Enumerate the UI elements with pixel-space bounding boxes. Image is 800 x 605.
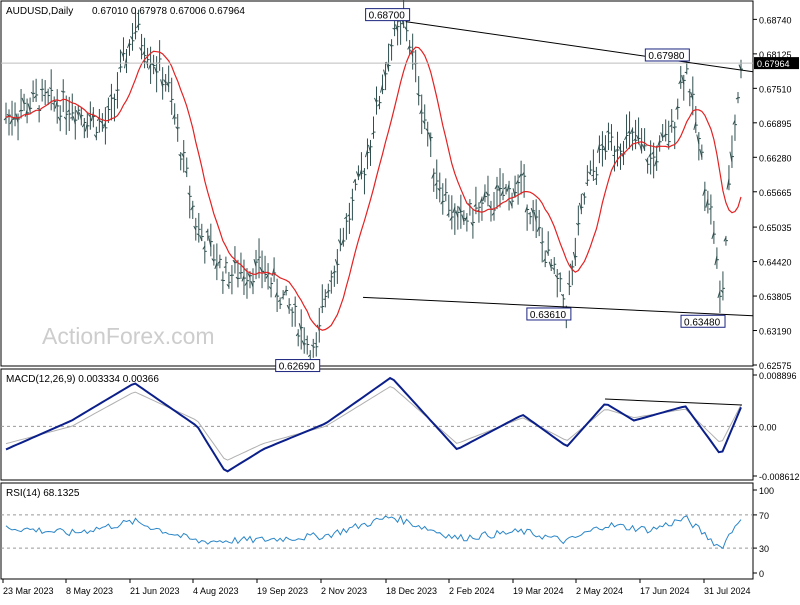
x-tick-label: 2 May 2024 (576, 586, 623, 596)
x-tick-label: 19 Sep 2023 (257, 586, 308, 596)
price-tick-label: 0.62575 (759, 361, 792, 371)
price-annotation: 0.67980 (648, 51, 685, 62)
chart-title: AUDUSD,Daily (6, 6, 73, 17)
price-tick-label: 0.67510 (759, 84, 792, 94)
price-annotation: 0.68700 (369, 11, 406, 22)
price-annotation: 0.62690 (279, 362, 316, 373)
price-tick-label: 0.65035 (759, 223, 792, 233)
current-price-label: 0.67964 (757, 59, 790, 69)
ohlc-readout: 0.67010 0.67978 0.67006 0.67964 (92, 6, 245, 17)
x-tick-label: 19 Mar 2024 (513, 586, 564, 596)
x-tick-label: 17 Jun 2024 (640, 586, 690, 596)
price-bar-open (685, 72, 687, 73)
price-bar-open (224, 267, 226, 268)
macd-tick-label: 0.00 (759, 422, 777, 432)
rsi-tick-label: 30 (759, 544, 769, 554)
x-tick-label: 4 Aug 2023 (193, 586, 239, 596)
x-tick-label: 2 Nov 2023 (321, 586, 367, 596)
rsi-tick-label: 0 (759, 569, 764, 579)
rsi-title: RSI(14) 68.1325 (6, 488, 80, 499)
x-tick-label: 21 Jun 2023 (130, 586, 180, 596)
price-bar-open (115, 90, 117, 91)
watermark: ActionForex.com (42, 323, 215, 349)
price-annotation: 0.63480 (684, 317, 721, 328)
price-tick-label: 0.66895 (759, 119, 792, 129)
price-bar-open (314, 343, 316, 344)
price-tick-label: 0.63805 (759, 292, 792, 302)
x-tick-label: 23 Mar 2023 (3, 586, 54, 596)
price-tick-label: 0.64420 (759, 258, 792, 268)
x-tick-label: 8 May 2023 (66, 586, 113, 596)
macd-tick-label: 0.008896 (759, 371, 797, 381)
price-tick-label: 0.68740 (759, 15, 792, 25)
rsi-tick-label: 70 (759, 511, 769, 521)
price-bar-open (591, 175, 593, 176)
macd-tick-label: -0.008612 (759, 472, 800, 482)
x-tick-label: 31 Jul 2024 (704, 586, 751, 596)
x-tick-label: 18 Dec 2023 (386, 586, 437, 596)
price-tick-label: 0.65665 (759, 188, 792, 198)
price-tick-label: 0.63190 (759, 327, 792, 337)
rsi-tick-label: 100 (759, 486, 774, 496)
price-bar-open (40, 89, 42, 90)
price-bar-open (230, 275, 232, 276)
macd-title: MACD(12,26,9) 0.003334 0.00366 (6, 374, 159, 385)
price-tick-label: 0.66280 (759, 153, 792, 163)
price-annotation: 0.63610 (530, 310, 567, 321)
x-tick-label: 2 Feb 2024 (449, 586, 495, 596)
